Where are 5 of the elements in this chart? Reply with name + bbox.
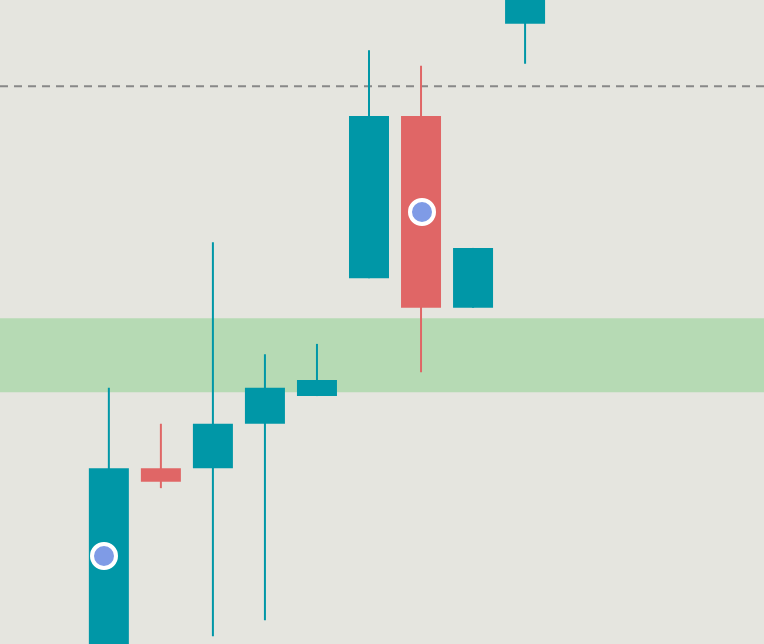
candlestick (505, 0, 546, 65)
candlestick (296, 342, 337, 398)
candlestick (140, 422, 181, 490)
candlestick (192, 241, 233, 638)
candlestick (244, 353, 285, 622)
